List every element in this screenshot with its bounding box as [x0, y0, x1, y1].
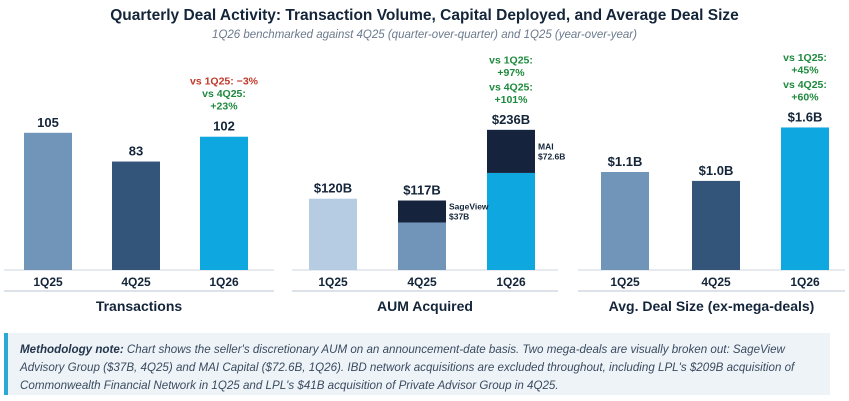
data-label: $120B: [314, 181, 352, 196]
tick-label: 1Q26: [209, 275, 239, 289]
bar: [112, 161, 160, 270]
bar: [487, 172, 535, 270]
tick-label: 1Q25: [318, 275, 348, 289]
tick-label: 1Q26: [496, 275, 526, 289]
bar: [24, 132, 72, 270]
chart-title: Quarterly Deal Activity: Transaction Vol…: [110, 7, 739, 24]
methodology-note: Methodology note: Chart shows the seller…: [4, 333, 830, 395]
panel-title: Transactions: [96, 298, 183, 314]
tick-label: 1Q25: [33, 275, 63, 289]
segment-label: $72.6B: [538, 151, 565, 161]
change-annotation: vs 4Q25:: [202, 88, 246, 100]
panel-title: AUM Acquired: [377, 298, 473, 314]
tick-label: 1Q25: [610, 275, 640, 289]
change-annotation: vs 4Q25:: [489, 81, 533, 93]
change-annotation: +45%: [791, 64, 819, 76]
segment-label: MAI: [538, 141, 554, 151]
mega-deal-segment: [398, 200, 446, 223]
data-label: $117B: [403, 183, 441, 198]
change-annotation: vs 1Q25:: [783, 52, 827, 64]
segment-label: $37B: [449, 211, 469, 221]
methodology-note-label: Methodology note:: [20, 343, 124, 356]
change-annotation: vs 4Q25:: [783, 79, 827, 91]
tick-label: 4Q25: [701, 275, 731, 289]
data-label: 102: [213, 119, 235, 134]
chart-subtitle: 1Q26 benchmarked against 4Q25 (quarter-o…: [212, 29, 637, 41]
bar: [200, 136, 248, 270]
bar: [781, 127, 829, 270]
data-label: $1.6B: [788, 109, 823, 124]
methodology-note-text: Chart shows the seller's discretionary A…: [20, 343, 795, 392]
data-label: 105: [37, 115, 59, 130]
change-annotation: vs 1Q25:: [489, 54, 533, 66]
bar: [601, 172, 649, 270]
data-label: $1.1B: [608, 154, 643, 169]
tick-label: 4Q25: [121, 275, 151, 289]
bar: [309, 198, 357, 270]
change-annotation: +60%: [791, 91, 819, 103]
change-annotation: vs 1Q25: −3%: [190, 76, 259, 88]
change-annotation: +101%: [495, 94, 529, 106]
bar: [398, 222, 446, 270]
bar: [692, 180, 740, 270]
segment-label: SageView: [449, 201, 489, 211]
change-annotation: +97%: [497, 67, 525, 79]
data-label: $236B: [492, 112, 530, 127]
data-label: $1.0B: [699, 163, 734, 178]
tick-label: 4Q25: [407, 275, 437, 289]
change-annotation: +23%: [210, 101, 238, 113]
data-label: 83: [129, 144, 143, 159]
panel-title: Avg. Deal Size (ex-mega-deals): [609, 298, 815, 314]
tick-label: 1Q26: [790, 275, 820, 289]
mega-deal-segment: [487, 129, 535, 173]
